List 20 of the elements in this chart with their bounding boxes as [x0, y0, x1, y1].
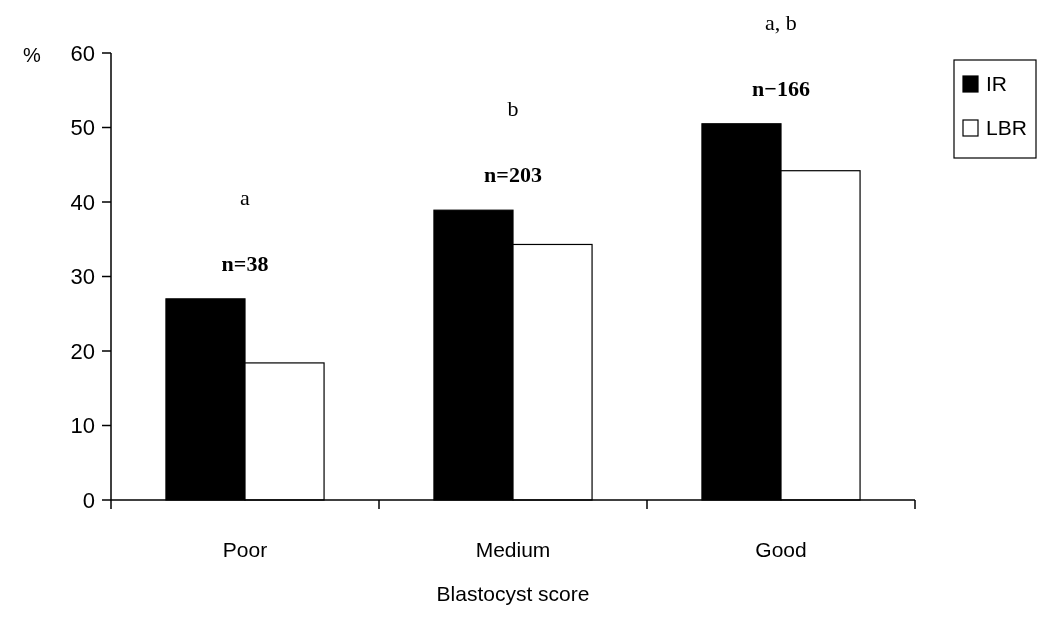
- annotation: a: [240, 184, 251, 210]
- y-tick-label: 50: [70, 115, 95, 141]
- y-axis-title: %: [23, 44, 42, 66]
- annotation: n=38: [221, 250, 269, 276]
- x-tick-label: Good: [755, 538, 807, 561]
- y-tick-label: 60: [70, 40, 95, 66]
- x-tick-label: Medium: [475, 538, 551, 561]
- y-tick-label: 40: [70, 189, 95, 215]
- legend-label: IR: [986, 72, 1007, 96]
- x-tick-label: Poor: [222, 538, 268, 561]
- annotation: n−166: [752, 75, 810, 101]
- x-axis-title: Blastocyst score: [436, 582, 590, 605]
- y-tick-label: 10: [70, 413, 95, 439]
- y-tick-label: 20: [70, 338, 95, 364]
- y-tick-label: 0: [82, 487, 95, 513]
- annotation: b: [507, 96, 519, 122]
- annotation: n=203: [484, 162, 542, 188]
- legend-label: LBR: [986, 116, 1027, 140]
- y-tick-label: 30: [70, 264, 95, 290]
- text: a, b: [765, 9, 797, 35]
